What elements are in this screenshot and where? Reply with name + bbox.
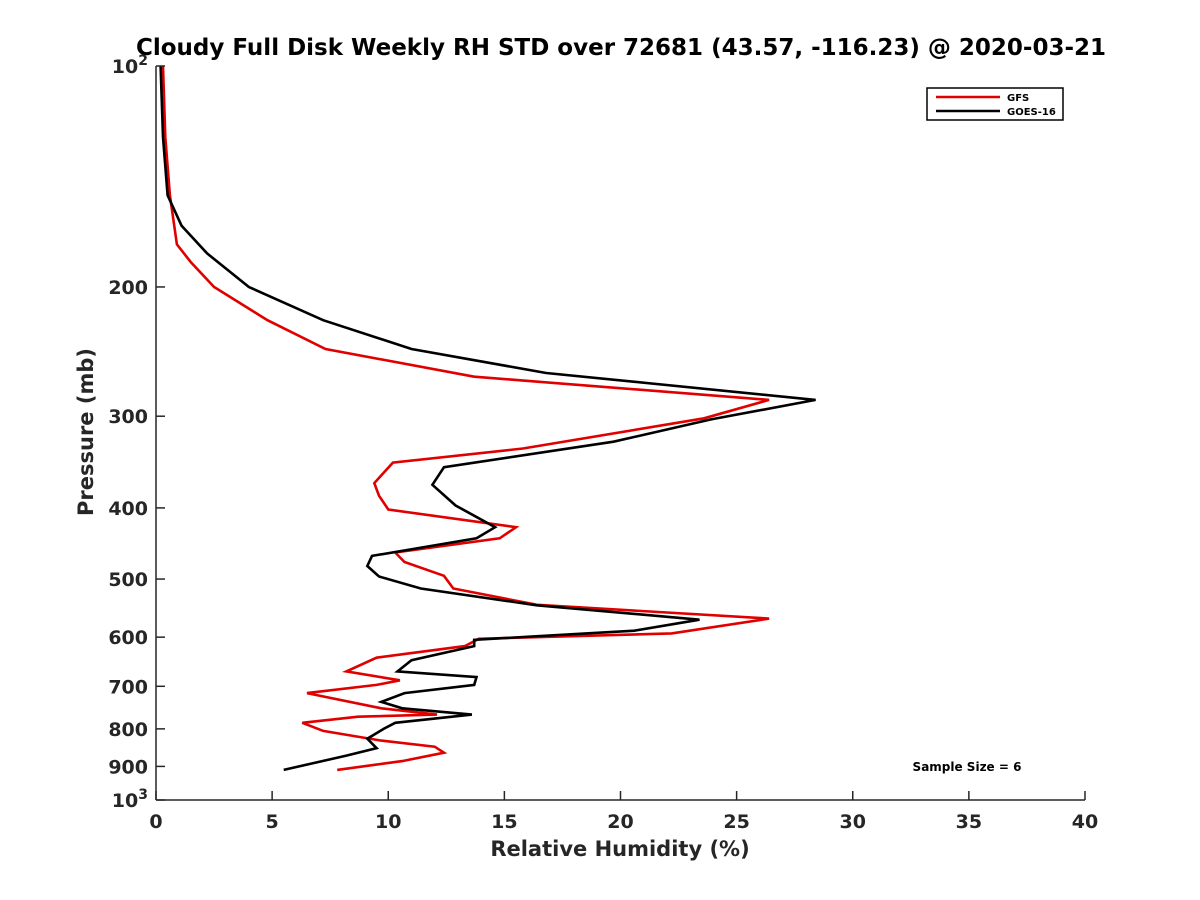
x-axis-label: Relative Humidity (%) [490,837,749,861]
x-tick-label: 5 [266,811,279,833]
y-tick-label: 500 [108,569,148,591]
x-tick-label: 0 [149,811,162,833]
x-tick-label: 15 [491,811,517,833]
y-tick-label: 400 [108,498,148,520]
series-line-goes16 [159,65,816,772]
x-tick-label: 40 [1072,811,1098,833]
y-axis-label: Pressure (mb) [74,348,98,516]
x-axis: 0 5 10 15 20 25 30 35 40 [149,791,1098,833]
x-tick-label: 25 [723,811,749,833]
y-tick-label: 300 [108,406,148,428]
series-group [159,65,816,772]
y-tick-label: 200 [108,277,148,299]
y-tick-label: 103 [112,787,148,812]
legend-label-gfs: GFS [1007,93,1029,104]
sample-size-annotation: Sample Size = 6 [913,760,1022,774]
y-tick-label: 102 [112,53,148,78]
y-tick-label: 900 [108,756,148,778]
legend: GFS GOES-16 [926,87,1064,121]
chart-title: Cloudy Full Disk Weekly RH STD over 7268… [136,35,1106,61]
legend-label-goes16: GOES-16 [1007,107,1056,118]
y-axis: 102 200 300 400 500 600 700 800 900 103 [108,53,165,812]
x-tick-label: 30 [840,811,866,833]
legend-box [926,87,1064,121]
x-tick-label: 20 [607,811,633,833]
y-tick-label: 700 [108,676,148,698]
x-tick-label: 35 [956,811,982,833]
y-tick-label: 600 [108,627,148,649]
series-line-gfs [161,65,770,772]
y-tick-label: 800 [108,719,148,741]
x-tick-label: 10 [375,811,401,833]
